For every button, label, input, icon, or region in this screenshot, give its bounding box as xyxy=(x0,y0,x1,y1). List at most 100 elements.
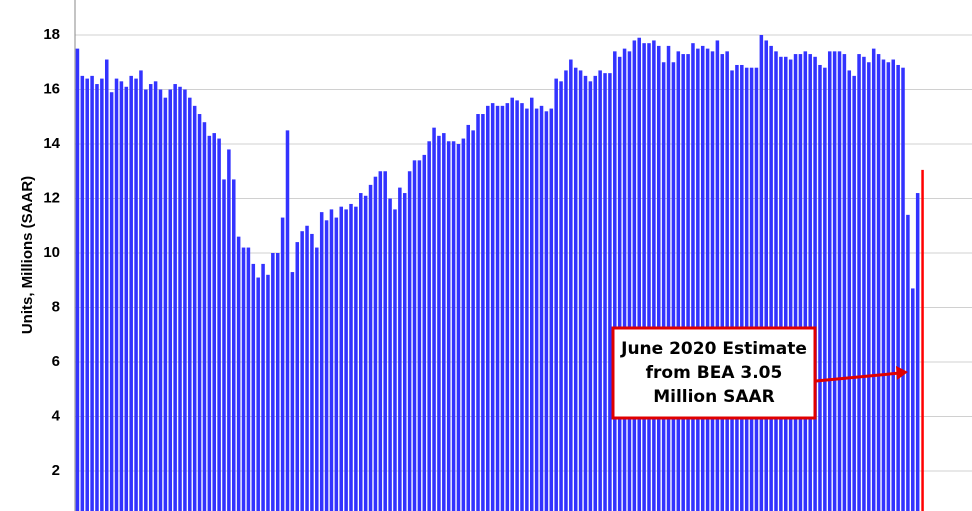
bar xyxy=(911,288,915,511)
bar xyxy=(393,209,397,511)
bar xyxy=(637,37,641,511)
arrow xyxy=(815,371,901,383)
bar xyxy=(876,54,881,511)
bar xyxy=(119,81,124,511)
bar xyxy=(749,67,754,511)
bar xyxy=(305,225,309,511)
bar xyxy=(466,124,471,511)
bar xyxy=(598,70,602,511)
bar xyxy=(490,103,495,511)
annotation-text: from BEA 3.05 xyxy=(646,363,783,383)
bar xyxy=(652,40,656,511)
bar xyxy=(407,171,412,511)
bar xyxy=(823,67,827,511)
bar xyxy=(525,108,529,511)
bar xyxy=(153,81,158,511)
bar xyxy=(192,105,197,511)
bar xyxy=(300,231,304,511)
bar xyxy=(852,75,856,511)
bar xyxy=(188,97,192,511)
y-tick-label: 14 xyxy=(43,135,60,152)
bar xyxy=(725,51,729,511)
bar xyxy=(129,75,133,511)
bar xyxy=(368,184,373,511)
bar xyxy=(80,75,85,511)
bar xyxy=(197,114,202,511)
bar xyxy=(681,54,685,511)
bar xyxy=(588,81,593,511)
bar xyxy=(891,59,896,511)
bar xyxy=(554,78,558,511)
bar xyxy=(178,86,182,511)
bar xyxy=(319,212,324,511)
bar xyxy=(657,45,661,511)
bar xyxy=(847,70,852,511)
bar xyxy=(759,35,764,511)
bar xyxy=(808,54,812,511)
bar xyxy=(754,67,759,511)
y-axis-label: Units, Millions (SAAR) xyxy=(19,176,36,334)
bar xyxy=(422,154,427,511)
bar xyxy=(764,40,768,511)
bar xyxy=(857,54,861,511)
bar xyxy=(676,51,681,511)
bar xyxy=(793,54,798,511)
bar xyxy=(613,51,617,511)
bar xyxy=(461,138,466,511)
bar xyxy=(720,54,725,511)
bar xyxy=(378,171,383,511)
bar xyxy=(402,193,407,511)
bar xyxy=(344,209,348,511)
bar xyxy=(442,133,446,511)
bar xyxy=(803,51,808,511)
bar xyxy=(95,84,99,511)
bar xyxy=(505,103,510,511)
bar xyxy=(798,54,803,511)
bar xyxy=(642,43,646,511)
bar xyxy=(500,105,505,511)
y-tick-label: 10 xyxy=(43,244,60,261)
bar xyxy=(251,263,256,511)
bar xyxy=(471,130,475,511)
bar xyxy=(388,198,392,511)
bar xyxy=(202,122,207,511)
bar xyxy=(334,217,339,511)
bar xyxy=(881,59,886,511)
bar xyxy=(832,51,837,511)
bar xyxy=(871,48,876,511)
bar xyxy=(779,56,783,511)
bar xyxy=(437,135,441,511)
bar xyxy=(324,220,329,511)
bar xyxy=(774,51,778,511)
bar xyxy=(417,160,422,511)
bar xyxy=(246,247,251,511)
bar xyxy=(232,179,236,511)
bar xyxy=(827,51,832,511)
bar xyxy=(691,43,695,511)
bar xyxy=(784,56,788,511)
bar xyxy=(432,127,436,511)
bar xyxy=(173,84,177,511)
bar xyxy=(90,75,94,511)
annotation-text: June 2020 Estimate xyxy=(620,339,807,359)
bar xyxy=(632,40,637,511)
bar xyxy=(700,45,705,511)
bar xyxy=(818,64,822,511)
arrow-head xyxy=(896,366,908,380)
bar xyxy=(148,84,153,511)
bar xyxy=(559,81,563,511)
bar xyxy=(163,97,168,511)
bar xyxy=(740,64,744,511)
bar xyxy=(109,92,114,511)
bar xyxy=(544,111,549,511)
bar xyxy=(451,141,456,511)
bar xyxy=(271,253,275,511)
bar xyxy=(886,62,891,511)
bar xyxy=(735,64,739,511)
bar xyxy=(705,48,710,511)
bar xyxy=(515,100,519,511)
bar xyxy=(549,108,554,511)
bar xyxy=(921,169,924,511)
bar xyxy=(446,141,451,511)
bar xyxy=(715,40,720,511)
